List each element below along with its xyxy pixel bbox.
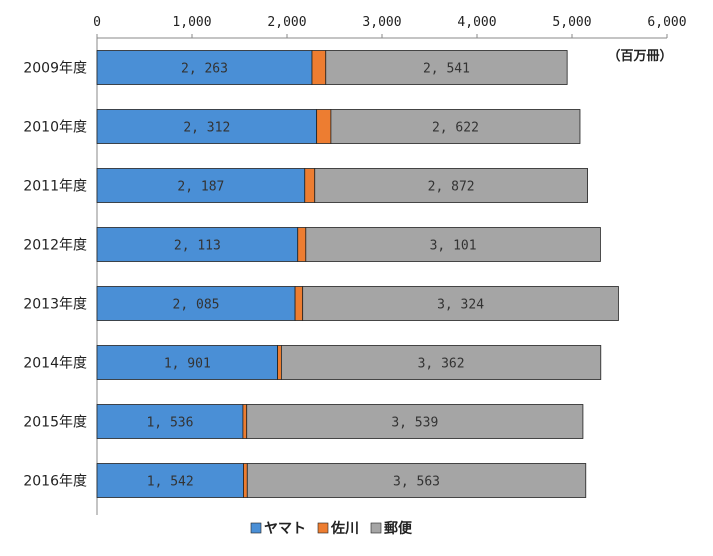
legend-swatch [250,522,262,534]
legend-label: 郵便 [384,520,413,537]
category-labels: 2009年度 2010年度 2011年度 2012年度 2013年度 2014年度 2015… [23,61,87,490]
x-axis: 0 1,000 2,000 3,000 4,000 5,000 6,000 [93,15,687,515]
bar-segment [96,286,296,321]
x-tick-label: 5,000 [552,15,591,30]
x-tick-label: 1,000 [172,15,211,30]
bar-segment [96,345,278,380]
data-label: 3, 101 [430,239,477,254]
bar-segment [311,50,327,85]
bar-segment [330,109,581,144]
data-label: 2, 622 [432,121,479,136]
bar-segment [305,227,601,262]
data-label: 1, 901 [164,357,211,372]
bar-segment [280,345,602,380]
bar-segment [96,168,306,203]
data-label: 2, 312 [183,121,230,136]
data-label: 2, 263 [181,62,228,77]
bar-segment [246,404,584,439]
x-tick-label: 2,000 [267,15,306,30]
x-tick-label: 6,000 [647,15,686,30]
data-label: 2, 187 [177,180,224,195]
category-label: 2014年度 [23,356,87,372]
data-label: 1, 536 [146,416,193,431]
bar-segment [96,227,299,262]
legend-label: 佐川 [330,520,359,537]
data-label: 2, 541 [423,62,470,77]
data-label: 3, 324 [437,298,484,313]
category-label: 2012年度 [23,238,87,254]
category-label: 2016年度 [23,474,87,490]
category-label: 2013年度 [23,297,87,313]
bar-segment [325,50,568,85]
bar-segment [302,286,619,321]
bar-segment [277,345,282,380]
x-tick-label: 0 [93,15,101,30]
data-label: 3, 362 [418,357,465,372]
bar-segment [304,168,316,203]
bar-segment [314,168,588,203]
category-label: 2011年度 [23,179,87,195]
unit-label: （百万冊） [607,48,672,64]
legend-swatch [370,522,382,534]
data-label: 2, 085 [173,298,220,313]
bar-segment [96,463,244,498]
legend-label: ヤマト [264,521,306,537]
data-label: 3, 563 [393,475,440,490]
bar-segment [242,404,248,439]
bar-segment [96,404,244,439]
category-label: 2010年度 [23,120,87,136]
x-tick-label: 3,000 [362,15,401,30]
bar-segment [316,109,332,144]
bars: 2, 263 2, 541 2, 312 2, 622 2, 187 2, 872 2, 1… [96,50,619,498]
legend: ヤマト 佐川 郵便 [250,520,413,537]
category-label: 2015年度 [23,415,87,431]
category-label: 2009年度 [23,61,87,77]
bar-segment [297,227,307,262]
bar-segment [294,286,304,321]
bar-segment [246,463,587,498]
data-label: 1, 542 [147,475,194,490]
data-label: 3, 539 [391,416,438,431]
x-tick-label: 4,000 [457,15,496,30]
data-label: 2, 113 [174,239,221,254]
legend-swatch [317,522,329,534]
bar-segment [243,463,248,498]
data-label: 2, 872 [428,180,475,195]
bar-segment [96,109,318,144]
